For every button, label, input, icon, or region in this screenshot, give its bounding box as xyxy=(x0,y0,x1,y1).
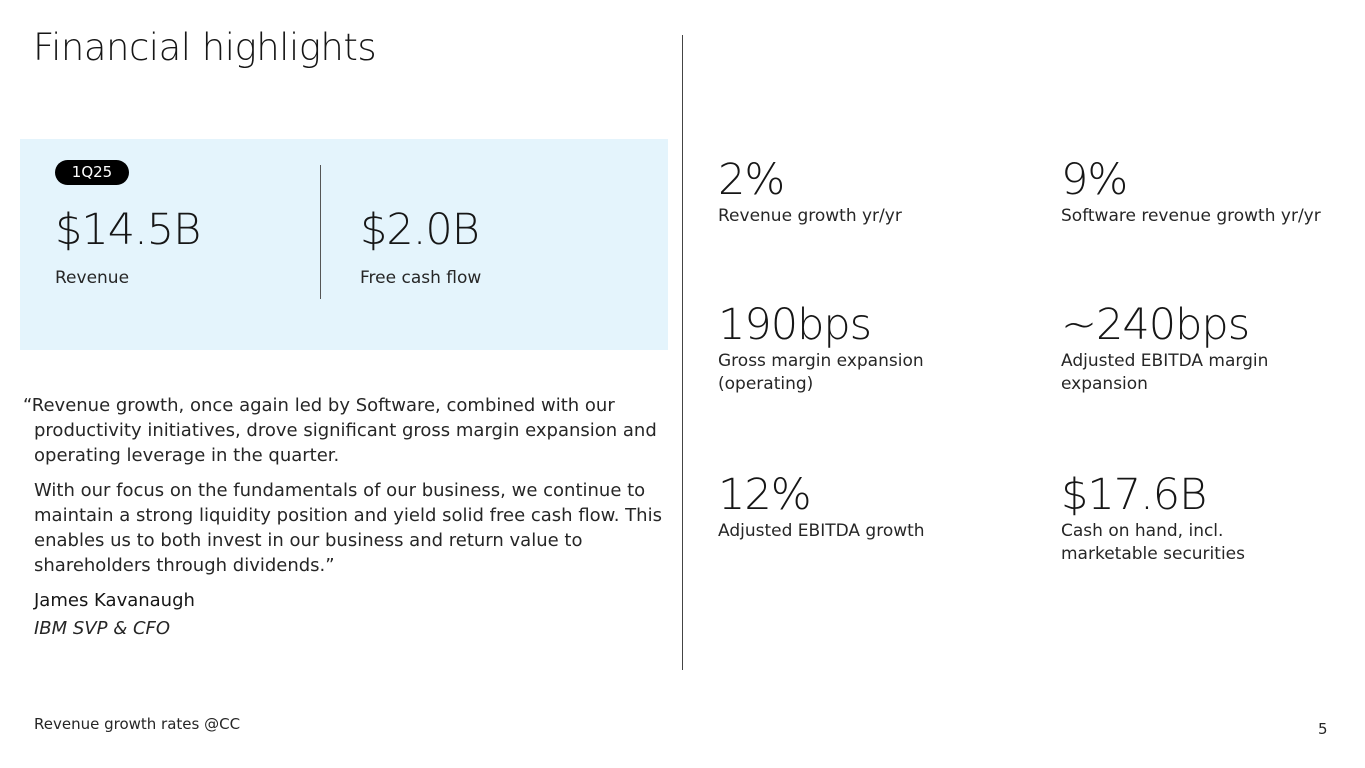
period-badge: 1Q25 xyxy=(55,160,129,185)
revenue-value: $14.5B xyxy=(55,205,201,255)
metric-cash-on-hand: $17.6B Cash on hand, incl. marketable se… xyxy=(1061,470,1291,566)
metric-value: 2% xyxy=(718,155,785,205)
highlight-panel: 1Q25 $14.5B Revenue $2.0B Free cash flow xyxy=(20,139,668,350)
metric-value: 12% xyxy=(718,470,812,520)
page-title: Financial highlights xyxy=(33,26,377,69)
metric-value: 9% xyxy=(1061,155,1128,205)
quote-paragraph-1: “Revenue growth, once again led by Softw… xyxy=(23,395,657,466)
metric-value: $17.6B xyxy=(1061,470,1207,520)
fcf-value: $2.0B xyxy=(360,205,480,255)
page-number: 5 xyxy=(1318,720,1328,738)
metric-label: Cash on hand, incl. marketable securitie… xyxy=(1061,521,1245,564)
metric-revenue-growth: 2% Revenue growth yr/yr xyxy=(718,155,968,228)
metric-ebitda-margin: ~240bps Adjusted EBITDA margin expansion xyxy=(1061,300,1281,396)
cfo-quote: “Revenue growth, once again led by Softw… xyxy=(23,393,664,641)
metric-value: ~240bps xyxy=(1061,300,1250,350)
panel-divider xyxy=(320,165,321,299)
quote-paragraph-2: With our focus on the fundamentals of ou… xyxy=(34,480,662,576)
metric-label: Software revenue growth yr/yr xyxy=(1061,206,1321,226)
revenue-label: Revenue xyxy=(55,268,130,288)
metric-label: Revenue growth yr/yr xyxy=(718,206,902,226)
metric-label: Gross margin expansion (operating) xyxy=(718,351,924,394)
section-divider xyxy=(682,35,683,670)
metric-label: Adjusted EBITDA margin expansion xyxy=(1061,351,1269,394)
quote-author: James Kavanaugh xyxy=(34,590,195,611)
fcf-label: Free cash flow xyxy=(360,268,482,288)
metric-software-growth: 9% Software revenue growth yr/yr xyxy=(1061,155,1361,228)
metric-label: Adjusted EBITDA growth xyxy=(718,521,925,541)
metric-ebitda-growth: 12% Adjusted EBITDA growth xyxy=(718,470,968,543)
metric-value: 190bps xyxy=(718,300,872,350)
metric-gross-margin: 190bps Gross margin expansion (operating… xyxy=(718,300,938,396)
quote-author-role: IBM SVP & CFO xyxy=(34,618,171,639)
footnote: Revenue growth rates @CC xyxy=(34,715,241,733)
